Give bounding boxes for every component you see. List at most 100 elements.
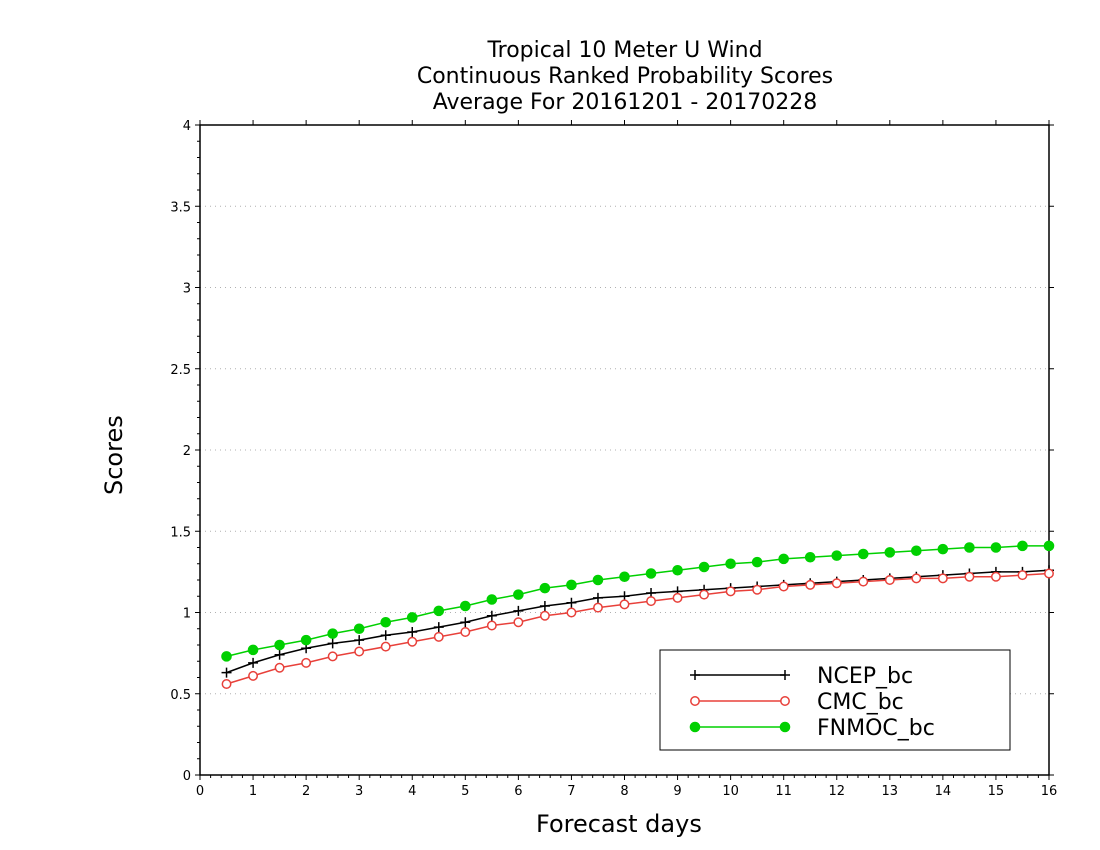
data-point-fnmoc-bc [1017,540,1028,552]
x-tick-label: 1 [249,784,257,799]
data-point-cmc-bc [964,571,975,582]
data-point-ncep-bc [248,657,259,668]
y-tick-label: 3.5 [170,200,191,215]
data-point-fnmoc-bc [804,551,816,563]
data-point-ncep-bc [274,649,285,660]
data-point-cmc-bc [884,575,895,585]
y-tick-label: 2.5 [170,363,191,378]
data-point-cmc-bc [513,617,524,628]
data-point-cmc-bc [699,589,710,600]
data-point-ncep-bc [539,601,550,611]
data-point-fnmoc-bc [486,594,498,605]
series-line-fnmoc-bc [226,545,1049,658]
x-tick-label: 6 [514,784,522,799]
x-tick-label: 9 [673,784,681,799]
series-cmc-bc [221,568,1054,689]
x-tick-label: 12 [828,784,845,799]
data-point-fnmoc-bc [247,644,259,656]
legend-marker-cmc-bc [690,696,700,706]
y-tick-label: 4 [183,119,191,134]
data-point-fnmoc-bc [221,651,232,662]
data-point-cmc-bc [248,670,259,681]
data-point-cmc-bc [646,596,656,607]
series-fnmoc-bc [221,540,1055,662]
data-point-fnmoc-bc [380,616,392,628]
data-point-cmc-bc [433,631,444,642]
data-point-cmc-bc [911,573,922,584]
data-point-ncep-bc [327,638,338,649]
data-point-fnmoc-bc [911,545,922,557]
legend-label-fnmoc-bc: FNMOC_bc [817,716,935,741]
chart-title-line-1: Tropical 10 Meter U Wind [487,38,763,63]
data-point-cmc-bc [539,610,550,621]
data-point-fnmoc-bc [406,612,418,623]
data-point-cmc-bc [486,620,497,631]
data-point-cmc-bc [937,573,948,584]
x-tick-label: 16 [1041,784,1058,799]
data-point-fnmoc-bc [645,568,657,579]
data-point-ncep-bc [433,622,444,633]
data-point-cmc-bc [221,679,232,689]
data-point-ncep-bc [221,667,232,678]
data-point-cmc-bc [566,607,577,618]
data-point-fnmoc-bc [937,543,949,555]
data-point-cmc-bc [752,584,763,595]
legend-marker-ncep-bc [690,670,700,680]
legend-box [659,649,1011,751]
x-tick-label: 5 [461,784,469,799]
data-point-cmc-bc [407,636,418,647]
y-tick-label: 3 [183,282,191,297]
data-point-fnmoc-bc [539,582,551,594]
data-point-cmc-bc [593,602,603,613]
x-tick-label: 10 [722,784,739,799]
y-tick-label: 0.5 [170,688,191,703]
x-tick-label: 13 [882,784,899,799]
data-point-cmc-bc [460,627,471,637]
data-point-fnmoc-bc [327,628,338,639]
data-point-cmc-bc [380,641,391,652]
data-point-fnmoc-bc [831,550,843,561]
data-point-fnmoc-bc [300,634,312,646]
data-point-ncep-bc [566,597,577,608]
data-point-fnmoc-bc [619,571,630,583]
data-point-cmc-bc [1017,570,1028,581]
legend-marker-ncep-bc [780,670,790,680]
x-tick-label: 14 [935,784,952,799]
data-point-fnmoc-bc [990,542,1002,553]
data-point-fnmoc-bc [433,605,445,617]
chart-title-line-3: Average For 20161201 - 20170228 [432,90,818,115]
x-tick-label: 15 [988,784,1005,799]
data-point-fnmoc-bc [857,548,869,560]
data-point-cmc-bc [274,662,285,673]
data-point-cmc-bc [990,571,1001,582]
x-tick-label: 7 [567,784,575,799]
y-tick-label: 1 [183,607,191,622]
data-point-fnmoc-bc [566,579,577,591]
x-tick-label: 0 [196,784,204,799]
y-tick-label: 2 [183,444,191,459]
y-axis-title-text: Scores [100,415,128,495]
x-tick-label: 11 [775,784,792,799]
data-point-ncep-bc [513,605,524,616]
y-tick-label: 0 [183,769,191,784]
chart-title-line-2: Continuous Ranked Probability Scores [416,64,834,89]
data-point-ncep-bc [354,635,365,646]
data-point-cmc-bc [831,578,842,589]
data-point-ncep-bc [407,627,418,637]
data-point-ncep-bc [460,617,471,628]
legend-marker-fnmoc-bc [689,721,701,733]
data-point-fnmoc-bc [672,564,683,576]
data-point-fnmoc-bc [592,574,604,586]
data-point-cmc-bc [672,592,683,603]
data-point-fnmoc-bc [460,600,471,612]
data-point-fnmoc-bc [751,556,763,568]
data-point-fnmoc-bc [1043,540,1055,552]
data-point-fnmoc-bc [513,589,524,600]
data-point-fnmoc-bc [964,542,975,553]
data-point-cmc-bc [778,581,789,592]
data-point-fnmoc-bc [274,639,285,651]
data-point-ncep-bc [592,592,603,603]
x-tick-label: 8 [620,784,628,799]
